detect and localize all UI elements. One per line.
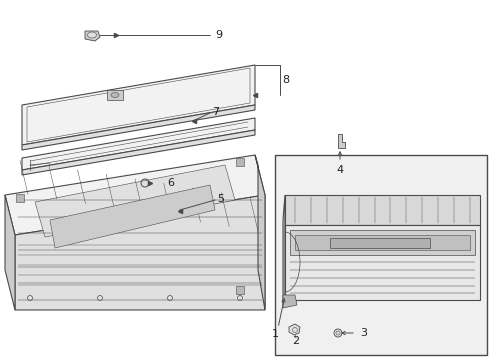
Text: 7: 7 (212, 107, 219, 117)
Polygon shape (5, 155, 265, 235)
Polygon shape (22, 118, 255, 170)
Polygon shape (50, 185, 215, 248)
Bar (236, 158, 244, 166)
Text: 9: 9 (215, 30, 222, 40)
Polygon shape (107, 90, 123, 100)
Text: 1: 1 (271, 329, 278, 339)
Polygon shape (285, 195, 480, 225)
Polygon shape (289, 324, 300, 335)
Polygon shape (255, 155, 265, 310)
Circle shape (334, 329, 342, 337)
Polygon shape (330, 238, 430, 248)
Ellipse shape (111, 93, 119, 98)
Polygon shape (338, 134, 345, 148)
Polygon shape (295, 235, 470, 250)
Bar (16, 194, 24, 202)
Polygon shape (5, 195, 15, 310)
Polygon shape (15, 195, 265, 310)
Text: 5: 5 (217, 194, 224, 204)
Polygon shape (35, 165, 235, 237)
Text: 8: 8 (282, 75, 289, 85)
Polygon shape (285, 225, 480, 300)
Polygon shape (290, 230, 475, 255)
Text: 3: 3 (360, 328, 367, 338)
Bar (275, 155, 487, 355)
Polygon shape (85, 31, 100, 41)
Ellipse shape (88, 32, 97, 38)
Polygon shape (283, 195, 285, 305)
Polygon shape (27, 68, 250, 142)
Polygon shape (283, 295, 297, 308)
Text: 2: 2 (293, 336, 299, 346)
Polygon shape (22, 65, 255, 145)
Text: 6: 6 (167, 178, 174, 188)
Polygon shape (22, 105, 255, 150)
Text: 4: 4 (337, 165, 343, 175)
Bar (236, 286, 244, 294)
Polygon shape (22, 130, 255, 175)
